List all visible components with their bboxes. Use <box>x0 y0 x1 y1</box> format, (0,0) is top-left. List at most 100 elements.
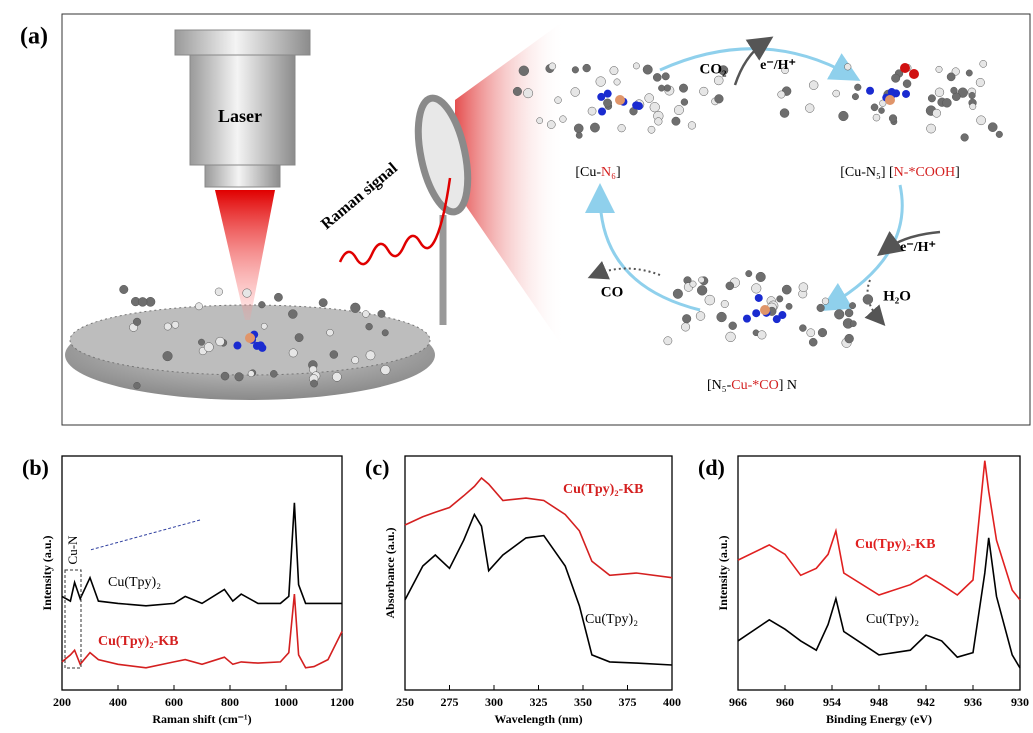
atom <box>671 116 681 126</box>
atom <box>195 302 203 311</box>
atom <box>987 122 998 132</box>
atom <box>805 103 815 113</box>
atom <box>681 322 691 332</box>
atom <box>696 285 708 296</box>
atom <box>926 123 936 134</box>
annotation-arrow <box>89 519 201 551</box>
atom <box>844 63 852 71</box>
copper <box>615 95 625 105</box>
x-axis-label: Wavelength (nm) <box>494 712 582 726</box>
x-tick-label: 1200 <box>330 695 354 709</box>
atom <box>198 338 205 346</box>
atom <box>133 381 141 390</box>
co-label: CO <box>601 284 624 300</box>
charts: (b) Raman shift (cm⁻¹) Intensity (a.u.) 200… <box>22 455 1029 726</box>
nitrogen <box>752 309 761 318</box>
atom <box>247 370 255 378</box>
nitrogen <box>866 86 875 95</box>
nitrogen <box>258 343 267 352</box>
x-tick-label: 948 <box>870 695 888 709</box>
atom <box>716 311 727 323</box>
atom <box>215 336 225 347</box>
h2o-label: H₂O <box>883 288 911 304</box>
atom <box>957 87 968 98</box>
atom <box>582 63 591 73</box>
atom <box>799 324 807 332</box>
atom <box>891 73 901 83</box>
x-tick-label: 325 <box>530 695 548 709</box>
atom <box>934 87 945 97</box>
atom <box>995 130 1003 138</box>
copper <box>760 305 770 315</box>
atom <box>310 379 318 388</box>
series-line <box>737 537 1021 669</box>
atom <box>838 110 849 122</box>
atom <box>751 283 762 294</box>
nitrogen <box>742 314 751 323</box>
plot-frame <box>61 455 343 691</box>
atom <box>950 86 958 95</box>
atom <box>548 62 557 71</box>
atom <box>777 90 786 99</box>
state-label: [Cu-N₆] <box>575 165 620 180</box>
atom <box>951 67 960 76</box>
atom <box>288 309 298 319</box>
atom <box>806 328 816 338</box>
atom <box>817 328 828 338</box>
raman-wave <box>338 177 452 266</box>
atom <box>326 328 334 337</box>
atom <box>288 348 298 358</box>
laser-beam <box>215 190 275 320</box>
atom <box>714 94 724 104</box>
atom <box>689 280 697 288</box>
atom <box>332 372 342 382</box>
atom <box>617 124 626 133</box>
signal-fan <box>455 20 565 350</box>
atom <box>927 94 936 103</box>
state-part: ] <box>616 165 621 180</box>
nitrogen <box>603 89 612 98</box>
atom <box>757 330 767 340</box>
atom <box>294 333 304 343</box>
atom <box>872 113 881 122</box>
atom <box>329 350 339 359</box>
atom <box>649 102 660 113</box>
atom <box>781 66 789 75</box>
atom <box>220 371 230 381</box>
x-tick-label: 966 <box>729 695 747 709</box>
atom <box>679 83 688 93</box>
atom <box>888 114 898 123</box>
atom <box>351 356 360 365</box>
state-part: ] N <box>779 378 797 393</box>
atom <box>350 302 361 313</box>
atom <box>162 351 173 362</box>
atom <box>512 86 522 96</box>
atom <box>745 270 753 278</box>
atom <box>554 96 562 104</box>
atom <box>644 93 654 103</box>
atom <box>672 288 683 299</box>
atom <box>381 329 389 337</box>
atom <box>270 370 278 378</box>
copper <box>245 333 255 343</box>
atom <box>979 60 988 68</box>
state-part: [Cu- <box>575 165 601 180</box>
state-label: [N₅-Cu-*CO] N <box>707 378 797 393</box>
atom <box>362 310 370 318</box>
atom <box>654 117 663 126</box>
step-label: e⁻/H⁺ <box>900 240 936 255</box>
atom <box>377 309 386 318</box>
magnifier-lens <box>414 94 472 216</box>
nitrogen <box>772 315 781 324</box>
copper <box>885 95 895 105</box>
y-axis-label: Intensity (a.u.) <box>40 535 54 610</box>
atom <box>137 297 148 307</box>
nitrogen <box>778 311 787 320</box>
state-part: N₆ <box>601 165 616 180</box>
atom <box>798 282 809 292</box>
x-tick-label: 600 <box>165 695 183 709</box>
atom <box>975 78 985 87</box>
atom <box>965 69 973 77</box>
atom <box>132 317 142 326</box>
